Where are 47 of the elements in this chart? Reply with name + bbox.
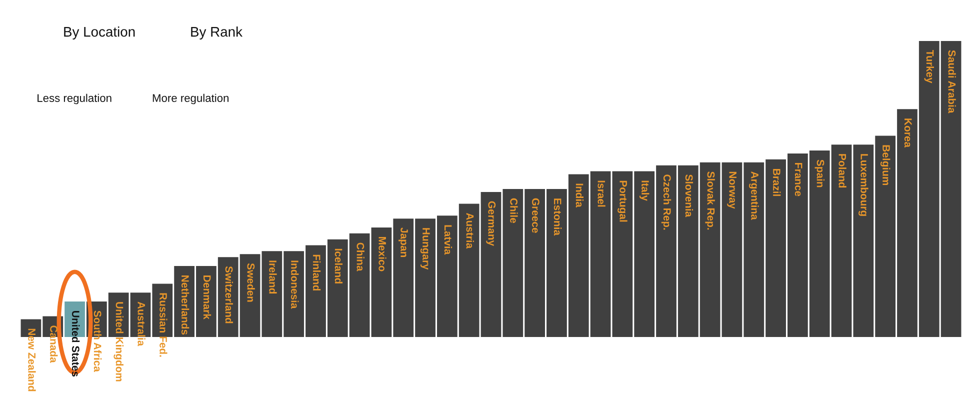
x-tick-label: Netherlands xyxy=(182,276,190,335)
x-tick-label: Portugal xyxy=(618,180,628,222)
x-tick-label: South Africa xyxy=(94,310,102,372)
text: By Location xyxy=(64,26,135,40)
x-tick-label: Hungary xyxy=(420,228,430,270)
x-tick-label: Estonia xyxy=(554,198,562,236)
x-tick-label: Japan xyxy=(398,228,408,257)
x-tick-label: Norway xyxy=(727,172,736,209)
x-tick-label: United States xyxy=(72,310,80,376)
x-tick-label: Saudi Arabia xyxy=(948,50,956,114)
x-tick-label: Mexico xyxy=(378,237,386,272)
x-tick-label: Slovak Rep. xyxy=(705,172,715,230)
x-tick-label: Denmark xyxy=(203,276,212,320)
x-tick-label: France xyxy=(794,163,802,196)
x-tick-label: Argentina xyxy=(749,172,759,220)
x-tick-label: Chile xyxy=(510,198,518,223)
x-tick-label: Israel xyxy=(598,180,606,207)
x-tick-label: Australia xyxy=(138,302,146,346)
x-tick-label: Iceland xyxy=(334,248,343,284)
annotation: More regulation xyxy=(152,94,228,104)
x-tick-label: Italy xyxy=(639,180,650,201)
x-tick-label: Spain xyxy=(814,160,824,188)
x-tick-label: Finland xyxy=(312,254,321,290)
x-tick-label: Switzerland xyxy=(225,266,233,324)
x-tick-label: Sweden xyxy=(247,263,255,302)
x-tick-label: Ireland xyxy=(269,260,277,294)
x-tick-label: United Kingdom xyxy=(114,302,124,382)
x-tick-label: New Zealand xyxy=(28,328,36,392)
text: By Rank xyxy=(191,26,243,40)
x-tick-label: Russian Fed. xyxy=(160,293,168,357)
x-tick-label: Turkey xyxy=(924,50,934,84)
x-tick-label: India xyxy=(576,184,584,208)
x-tick-label: Latvia xyxy=(444,225,452,255)
x-tick-label: Korea xyxy=(904,118,912,148)
x-tick-label: Slovenia xyxy=(685,174,694,218)
x-tick-label: Luxembourg xyxy=(858,154,868,216)
x-tick-label: Austria xyxy=(466,212,474,249)
x-tick-label: Canada xyxy=(50,326,58,363)
x-tick-label: Germany xyxy=(486,201,496,246)
x-tick-label: Poland xyxy=(838,154,846,188)
x-tick-label: Brazil xyxy=(772,168,781,196)
x-tick-label: China xyxy=(356,242,364,272)
x-tick-label: Indonesia xyxy=(291,260,299,309)
annotation: Less regulation xyxy=(38,94,112,104)
x-tick-label: Greece xyxy=(532,198,540,233)
x-tick-label: Belgium xyxy=(880,145,890,186)
x-tick-label: Czech Rep. xyxy=(661,174,672,230)
